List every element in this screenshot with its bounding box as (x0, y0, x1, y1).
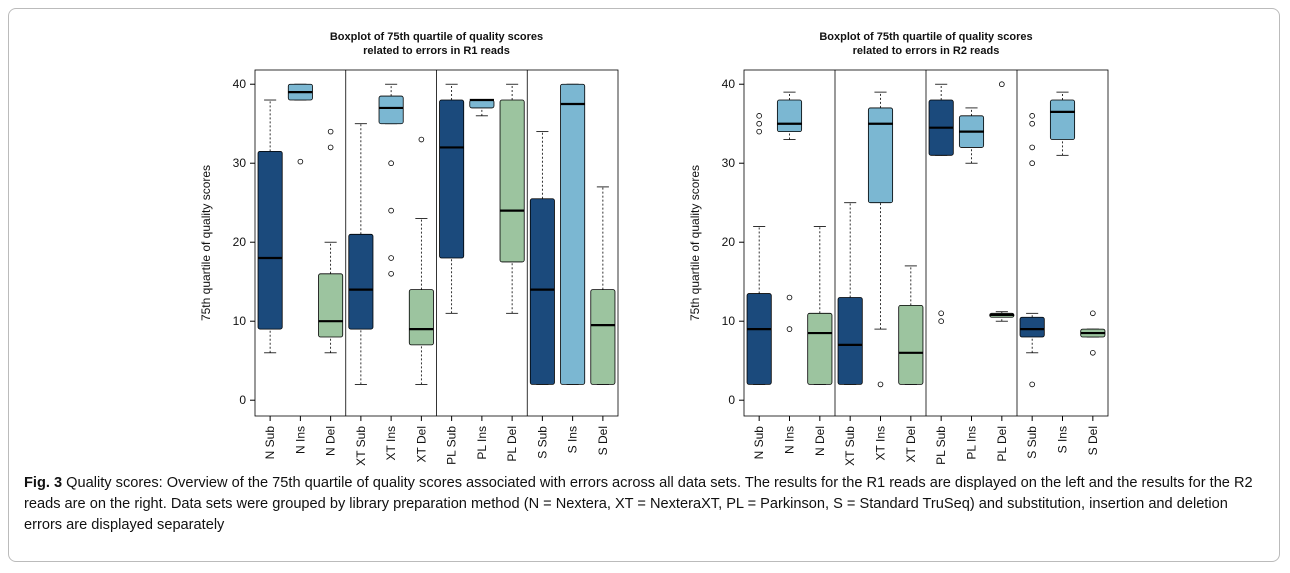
caption-text: Quality scores: Overview of the 75th qua… (24, 475, 1253, 533)
x-tick-label: N Sub (752, 426, 766, 460)
box (378, 95, 404, 125)
box (867, 107, 894, 204)
y-tick-label: 30 (722, 156, 736, 170)
x-tick-label: XT Sub (354, 426, 368, 466)
outlier (786, 294, 793, 301)
x-tick-label: XT Del (414, 426, 428, 462)
y-axis-label: 75th quartile of quality scores (199, 165, 213, 321)
box (898, 305, 924, 385)
outlier (938, 310, 944, 317)
y-tick-label: 40 (722, 77, 736, 91)
outlier (1029, 113, 1035, 119)
outlier (1090, 310, 1096, 317)
box (469, 99, 495, 109)
x-tick-label: PL Ins (965, 426, 979, 460)
x-tick-label: N Ins (293, 426, 307, 454)
outlier (756, 120, 762, 127)
x-tick-label: S Sub (1025, 426, 1039, 459)
outlier (786, 326, 793, 332)
outlier (877, 381, 884, 388)
plot-frame (254, 69, 619, 417)
x-tick-label: S Sub (535, 426, 549, 459)
outlier (388, 255, 394, 261)
y-tick-label: 30 (233, 156, 247, 170)
y-tick-label: 40 (233, 77, 247, 91)
outlier (327, 128, 334, 135)
outlier (1029, 381, 1035, 388)
caption-label: Fig. 3 (24, 475, 63, 491)
y-tick-label: 10 (722, 314, 736, 328)
outlier (1029, 160, 1035, 167)
chart-title: Boxplot of 75th quartile of quality scor… (330, 31, 543, 43)
outlier (756, 128, 762, 135)
x-tick-label: N Del (813, 426, 827, 456)
outlier (938, 318, 944, 325)
y-tick-label: 0 (728, 393, 735, 407)
outlier (999, 81, 1005, 88)
outlier (1029, 144, 1035, 151)
box (529, 198, 555, 385)
outlier (388, 160, 394, 167)
chart-title: related to errors in R1 reads (363, 45, 510, 57)
y-tick-label: 10 (233, 314, 247, 328)
y-tick-label: 0 (239, 393, 246, 407)
box (807, 312, 833, 385)
x-tick-label: PL Ins (475, 426, 489, 460)
box (837, 297, 863, 385)
x-tick-label: N Del (324, 426, 338, 456)
x-tick-label: PL Del (995, 426, 1009, 462)
figure-frame (8, 8, 1280, 562)
box (1019, 316, 1045, 338)
chart-title: Boxplot of 75th quartile of quality scor… (819, 31, 1032, 43)
box (776, 99, 803, 133)
x-tick-label: N Ins (783, 426, 797, 454)
charts: Boxplot of 75th quartile of quality scor… (199, 31, 1109, 466)
plot-frame (743, 69, 1109, 417)
outlier (327, 144, 334, 151)
caption: Fig. 3 Quality scores: Overview of the 7… (24, 473, 1269, 536)
x-tick-label: PL Sub (445, 426, 459, 465)
box (318, 273, 344, 338)
box (1049, 99, 1076, 140)
outlier (388, 207, 394, 214)
box (408, 289, 434, 346)
outlier (297, 158, 304, 165)
box (560, 83, 586, 385)
outlier (418, 136, 425, 143)
x-tick-label: S Del (596, 426, 610, 455)
y-axis-label: 75th quartile of quality scores (688, 165, 702, 321)
box (746, 293, 772, 385)
x-tick-label: S Del (1086, 426, 1100, 455)
chart-title: related to errors in R2 reads (853, 45, 1000, 57)
x-tick-label: PL Del (505, 426, 519, 462)
outlier (756, 113, 762, 119)
y-tick-label: 20 (722, 235, 736, 249)
outlier (1029, 120, 1035, 127)
box (439, 99, 465, 259)
box (348, 233, 374, 330)
box (257, 150, 283, 330)
x-tick-label: S Ins (1056, 426, 1070, 453)
x-tick-label: XT Ins (384, 426, 398, 460)
box (590, 289, 616, 385)
x-tick-label: XT Sub (843, 426, 857, 466)
outlier (1090, 350, 1096, 356)
outlier (388, 271, 394, 277)
x-tick-label: XT Ins (874, 426, 888, 460)
x-tick-label: S Ins (566, 426, 580, 453)
y-tick-label: 20 (233, 235, 247, 249)
x-tick-label: XT Del (904, 426, 918, 462)
x-tick-label: PL Sub (934, 426, 948, 465)
box (499, 99, 525, 263)
x-tick-label: N Sub (263, 426, 277, 460)
